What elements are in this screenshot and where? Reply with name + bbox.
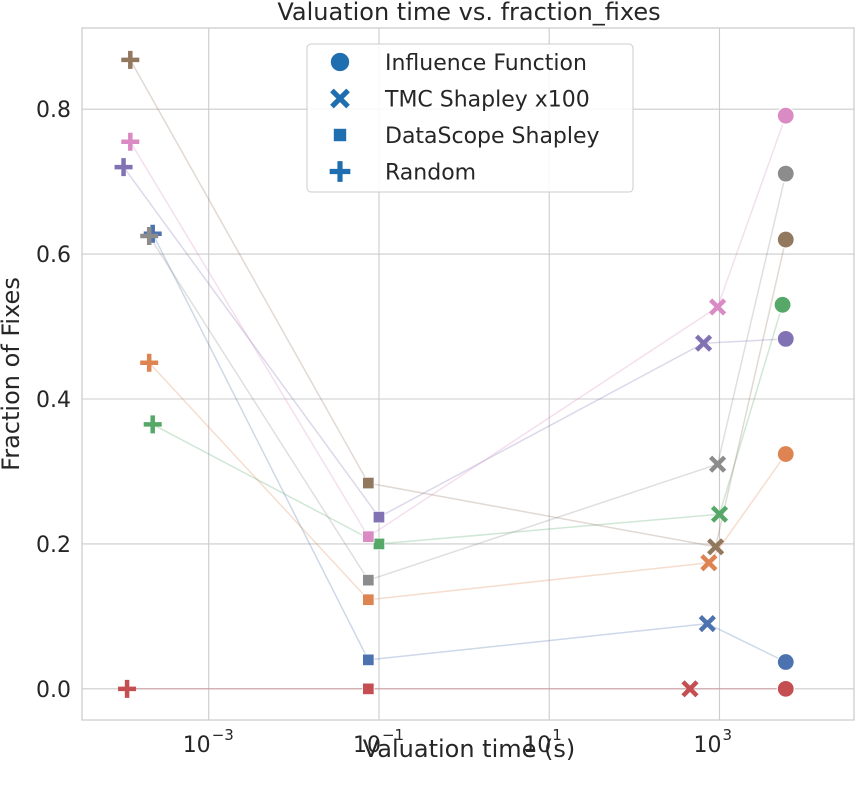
- series-connector-line: [148, 362, 787, 601]
- data-point-square: [362, 476, 375, 490]
- data-point-circle: [776, 679, 795, 698]
- legend-label: DataScope Shapley: [385, 124, 600, 149]
- x-tick-exponent: 1: [552, 726, 562, 744]
- legend-label: Random: [385, 161, 476, 186]
- data-point-square: [362, 593, 375, 606]
- data-point-circle: [776, 444, 795, 464]
- data-point-circle: [776, 329, 795, 348]
- data-point-square: [372, 537, 386, 551]
- legend-label: Influence Function: [385, 51, 587, 76]
- data-point-x: [681, 680, 699, 698]
- x-tick-label: 10 −3: [183, 726, 234, 758]
- legend-marker-circle: [329, 51, 351, 73]
- legend: Influence Function TMC Shapley x100 DataSc…: [306, 43, 634, 193]
- series-connector-line: [152, 304, 784, 545]
- x-axis-label: Valuation time (s): [363, 735, 576, 763]
- data-point-circle: [773, 295, 792, 314]
- y-tick-label: 0.4: [36, 388, 71, 413]
- x-tick-label: 10 −1: [353, 726, 404, 758]
- data-point-plus: [114, 158, 133, 177]
- data-point-circle: [776, 106, 795, 125]
- data-point-plus: [121, 50, 140, 69]
- y-tick-label: 0.0: [36, 678, 71, 703]
- series-connector-line: [129, 115, 787, 538]
- data-point-plus: [140, 226, 159, 245]
- legend-marker-x: [330, 88, 350, 109]
- data-point-plus: [121, 132, 140, 151]
- data-point-x: [700, 554, 718, 572]
- data-point-plus: [140, 353, 159, 372]
- legend-label: TMC Shapley x100: [384, 88, 590, 113]
- y-axis-label: Fraction of Fixes: [0, 277, 25, 471]
- data-point-x: [709, 298, 727, 316]
- y-tick-label: 0.6: [36, 243, 71, 268]
- data-point-x: [710, 505, 729, 523]
- y-tick-label: 0.8: [36, 98, 71, 123]
- grid: [82, 28, 854, 720]
- x-tick-base: 10: [523, 733, 551, 758]
- data-point-x: [694, 334, 713, 352]
- series-connector-line: [122, 166, 786, 519]
- data-point-x: [698, 615, 716, 633]
- data-point-square: [362, 530, 375, 543]
- data-point-square: [362, 653, 375, 667]
- data-markers: [114, 50, 795, 698]
- x-tick-exponent: 3: [723, 726, 733, 744]
- x-tick-label: 10 3: [694, 726, 733, 758]
- y-tick-label: 0.2: [36, 533, 71, 558]
- legend-frame: [306, 43, 634, 193]
- x-tick-base: 10: [353, 733, 381, 758]
- data-point-square: [372, 510, 386, 524]
- series-connector-line: [148, 173, 787, 582]
- x-tick-base: 10: [694, 733, 722, 758]
- x-tick-base: 10: [183, 733, 211, 758]
- data-point-plus: [118, 679, 137, 698]
- data-point-square: [362, 574, 375, 587]
- data-point-circle: [776, 652, 795, 672]
- x-tick-exponent: −3: [212, 726, 234, 744]
- legend-marker-square: [332, 127, 348, 143]
- x-tick-labels: 10 −3 10 −1 10 1 10 3: [183, 726, 732, 758]
- data-point-circle: [776, 230, 795, 249]
- data-point-x: [709, 455, 727, 473]
- series-connector-line: [152, 233, 787, 663]
- x-tick-label: 10 1: [523, 726, 562, 758]
- series-connector-line: [129, 59, 787, 548]
- x-tick-exponent: −1: [382, 726, 404, 744]
- series-connectors: [122, 59, 787, 690]
- data-point-x: [707, 538, 725, 556]
- data-point-plus: [143, 415, 162, 434]
- legend-marker-plus: [329, 161, 351, 182]
- data-point-square: [362, 682, 375, 695]
- data-point-circle: [776, 164, 795, 183]
- chart-title: Valuation time vs. fraction_fixes: [277, 0, 660, 26]
- y-tick-labels: 0.0 0.2 0.4 0.6 0.8: [36, 98, 71, 703]
